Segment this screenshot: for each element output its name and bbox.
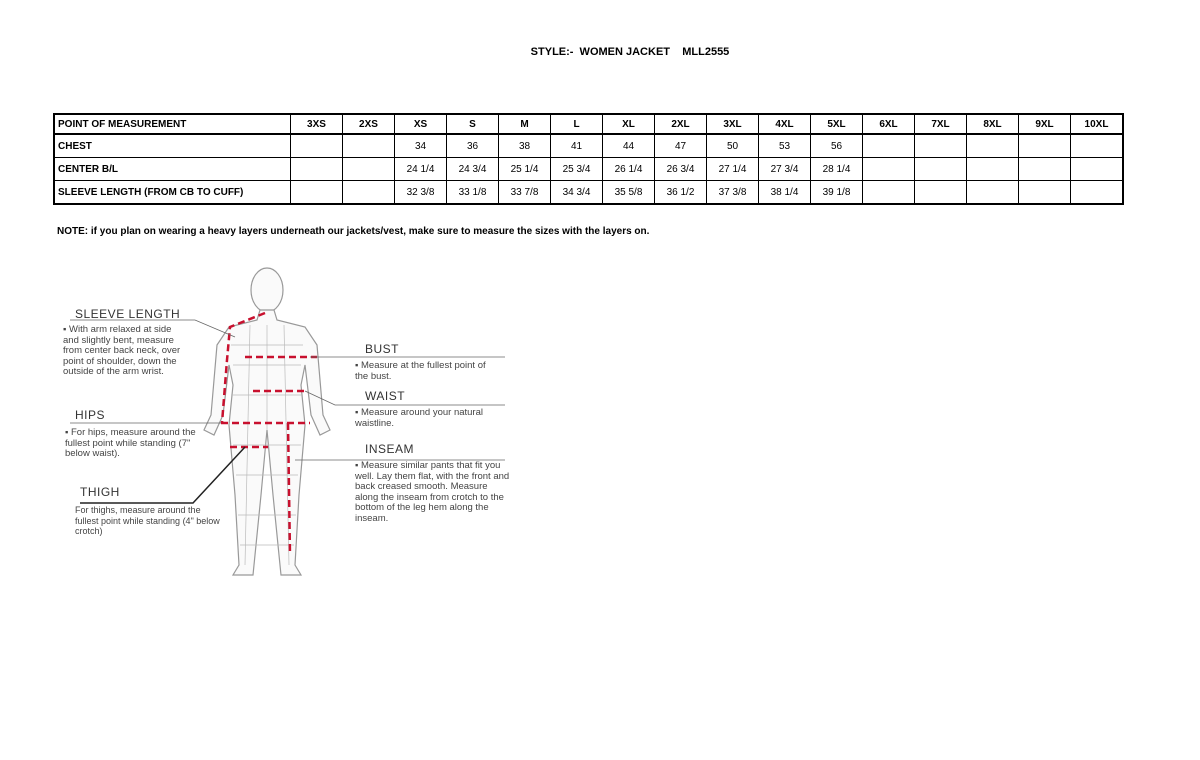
table-cell: [342, 133, 395, 158]
table-row: SLEEVE LENGTH (FROM CB TO CUFF) 32 3/8 33 …: [53, 180, 1124, 205]
style-title: STYLE:- WOMEN JACKET MLL2555: [530, 46, 730, 58]
table-cell: 33 1/8: [446, 180, 499, 205]
inseam-text: ▪ Measure similar pants that fit you wel…: [355, 460, 510, 524]
table-cell: 3XL: [706, 113, 759, 135]
table-cell: 32 3/8: [394, 180, 447, 205]
table-cell: 37 3/8: [706, 180, 759, 205]
table-cell: S: [446, 113, 499, 135]
bust-label: BUST: [365, 342, 400, 356]
table-cell: 26 1/4: [602, 157, 655, 181]
table-cell: 44: [602, 133, 655, 158]
table-cell: 34 3/4: [550, 180, 603, 205]
table-cell: 6XL: [862, 113, 915, 135]
table-cell: 28 1/4: [810, 157, 863, 181]
table-cell: [290, 133, 343, 158]
table-cell: 25 3/4: [550, 157, 603, 181]
measurement-table: POINT OF MEASUREMENT 3XS 2XS XS S M L XL 2XL 3XL 4…: [53, 113, 1124, 205]
table-cell: 7XL: [914, 113, 967, 135]
table-cell: 47: [654, 133, 707, 158]
table-cell: 27 1/4: [706, 157, 759, 181]
table-cell: [914, 157, 967, 181]
table-cell: 27 3/4: [758, 157, 811, 181]
table-cell: XS: [394, 113, 447, 135]
table-row: CHEST 34 36 38 41 44 47 50 53 56: [53, 133, 1124, 158]
thigh-text: For thighs, measure around the fullest p…: [75, 505, 220, 536]
table-cell: [862, 157, 915, 181]
table-cell: 2XL: [654, 113, 707, 135]
table-cell: 8XL: [966, 113, 1019, 135]
table-row: CENTER B/L 24 1/4 24 3/4 25 1/4 25 3/4 26 1/4…: [53, 157, 1124, 181]
waist-label: WAIST: [365, 389, 406, 403]
table-cell: 38 1/4: [758, 180, 811, 205]
table-cell: [1018, 157, 1071, 181]
table-cell: 36 1/2: [654, 180, 707, 205]
row-label: SLEEVE LENGTH (FROM CB TO CUFF): [53, 180, 291, 205]
table-cell: [914, 133, 967, 158]
table-cell: 53: [758, 133, 811, 158]
table-cell: 4XL: [758, 113, 811, 135]
measurement-figure: SLEEVE LENGTH ▪ With arm relaxed at side…: [55, 265, 515, 585]
table-cell: 38: [498, 133, 551, 158]
table-cell: [290, 180, 343, 205]
table-cell: 25 1/4: [498, 157, 551, 181]
table-cell: 3XS: [290, 113, 343, 135]
table-cell: 50: [706, 133, 759, 158]
table-cell: 39 1/8: [810, 180, 863, 205]
table-cell: 34: [394, 133, 447, 158]
hips-label: HIPS: [75, 408, 106, 422]
table-cell: [966, 133, 1019, 158]
inseam-label: INSEAM: [365, 442, 415, 456]
body-figure: [70, 267, 505, 576]
waist-text: ▪ Measure around your natural waistline.: [355, 407, 483, 429]
table-cell: [1018, 133, 1071, 158]
table-cell: [1070, 180, 1124, 205]
thigh-label: THIGH: [80, 485, 120, 499]
table-cell: 41: [550, 133, 603, 158]
table-cell: 33 7/8: [498, 180, 551, 205]
table-cell: [1070, 157, 1124, 181]
sleeve-length-text: ▪ With arm relaxed at side and slightly …: [63, 324, 181, 377]
table-cell: [1070, 133, 1124, 158]
table-cell: [966, 180, 1019, 205]
note: NOTE: if you plan on wearing a heavy lay…: [57, 226, 650, 237]
table-cell: 35 5/8: [602, 180, 655, 205]
table-cell: M: [498, 113, 551, 135]
row-label: CENTER B/L: [53, 157, 291, 181]
table-cell: 9XL: [1018, 113, 1071, 135]
table-cell: 5XL: [810, 113, 863, 135]
table-cell: 2XS: [342, 113, 395, 135]
table-cell: 26 3/4: [654, 157, 707, 181]
table-cell: [914, 180, 967, 205]
table-cell: [342, 157, 395, 181]
table-cell: [862, 180, 915, 205]
table-cell: XL: [602, 113, 655, 135]
sleeve-length-label: SLEEVE LENGTH: [75, 307, 181, 321]
row-label: CHEST: [53, 133, 291, 158]
table-cell: [342, 180, 395, 205]
row-label: POINT OF MEASUREMENT: [53, 113, 291, 135]
bust-text: ▪ Measure at the fullest point of the bu…: [355, 360, 486, 382]
table-cell: [966, 157, 1019, 181]
table-cell: 36: [446, 133, 499, 158]
table-cell: L: [550, 113, 603, 135]
table-cell: 24 3/4: [446, 157, 499, 181]
table-cell: 10XL: [1070, 113, 1124, 135]
table-cell: [862, 133, 915, 158]
table-cell: 24 1/4: [394, 157, 447, 181]
hips-text: ▪ For hips, measure around the fullest p…: [65, 427, 196, 459]
table-cell: 56: [810, 133, 863, 158]
table-header-row: POINT OF MEASUREMENT 3XS 2XS XS S M L XL 2XL 3XL 4…: [53, 113, 1124, 135]
table-cell: [1018, 180, 1071, 205]
table-cell: [290, 157, 343, 181]
